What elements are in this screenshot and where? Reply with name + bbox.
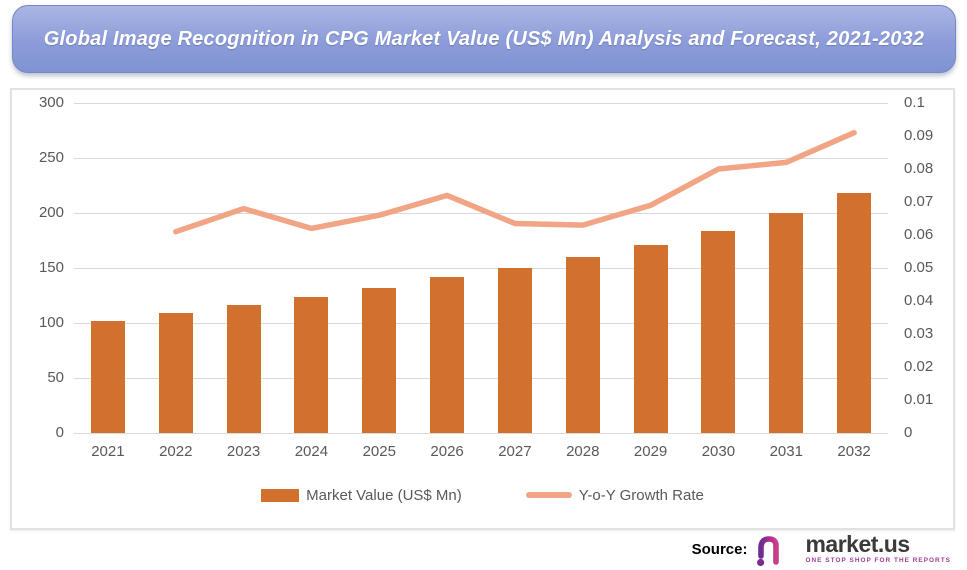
gridline xyxy=(74,103,888,104)
right-axis-tick: 0.01 xyxy=(904,391,934,408)
left-axis-tick: 300 xyxy=(38,94,64,111)
bar-2026 xyxy=(430,276,465,433)
chart-title: Global Image Recognition in CPG Market V… xyxy=(43,27,925,50)
legend-line-label: Y-o-Y Growth Rate xyxy=(578,486,704,504)
x-axis-label: 2026 xyxy=(430,443,464,460)
x-axis-label: 2032 xyxy=(837,443,871,460)
x-axis-label: 2031 xyxy=(769,443,803,460)
x-axis-label: 2021 xyxy=(91,443,125,460)
gridline xyxy=(74,433,888,434)
left-axis-tick: 150 xyxy=(38,259,64,276)
plot-area xyxy=(74,103,888,434)
gridline xyxy=(74,213,888,214)
left-axis-tick: 100 xyxy=(38,314,64,331)
right-axis-tick: 0.04 xyxy=(904,292,934,309)
gridline xyxy=(74,323,888,324)
chart-card: Market Value (US$ Mn) Y-o-Y Growth Rate … xyxy=(10,88,955,530)
source-row: Source: market.us ONE STOP SHOP FOR THE … xyxy=(692,529,951,569)
right-axis-tick: 0.03 xyxy=(904,325,934,342)
growth-line xyxy=(173,129,857,235)
x-axis-label: 2029 xyxy=(633,443,668,460)
left-axis-tick: 50 xyxy=(47,369,64,386)
legend-line-swatch xyxy=(525,492,572,498)
chart-title-banner: Global Image Recognition in CPG Market V… xyxy=(12,5,956,73)
gridline xyxy=(74,268,888,269)
brand-name: market.us xyxy=(805,531,910,558)
legend-item-market-value: Market Value (US$ Mn) xyxy=(261,487,462,504)
source-label: Source: xyxy=(691,540,748,558)
brand-block: market.us ONE STOP SHOP FOR THE REPORTS xyxy=(805,533,951,564)
growth-line-svg xyxy=(173,129,857,235)
x-axis-label: 2028 xyxy=(566,443,600,460)
right-axis-tick: 0.07 xyxy=(904,193,934,210)
left-axis-tick: 200 xyxy=(38,204,64,221)
bar-2024 xyxy=(294,296,329,433)
x-axis-label: 2022 xyxy=(159,443,193,460)
right-axis-tick: 0 xyxy=(904,424,913,441)
bar-2030 xyxy=(701,230,736,433)
legend-bar-swatch xyxy=(261,488,300,502)
right-axis-tick: 0.06 xyxy=(904,226,934,243)
right-axis-tick: 0.02 xyxy=(904,358,934,375)
x-axis-label: 2023 xyxy=(226,443,261,460)
bar-2021 xyxy=(90,320,125,433)
market-us-logo-icon xyxy=(757,531,796,567)
x-axis-label: 2024 xyxy=(294,443,329,460)
bar-2028 xyxy=(565,257,600,433)
legend: Market Value (US$ Mn) Y-o-Y Growth Rate xyxy=(12,484,953,506)
right-axis-tick: 0.09 xyxy=(904,127,934,144)
x-axis-label: 2027 xyxy=(498,443,532,460)
gridline xyxy=(74,158,888,159)
left-axis-tick: 250 xyxy=(38,149,64,166)
bar-2027 xyxy=(497,268,532,433)
gridline xyxy=(74,378,888,379)
bar-2025 xyxy=(362,287,397,433)
brand-tagline: ONE STOP SHOP FOR THE REPORTS xyxy=(805,557,951,565)
legend-bar-label: Market Value (US$ Mn) xyxy=(306,486,462,504)
right-axis-tick: 0.1 xyxy=(904,94,925,111)
legend-item-growth-rate: Y-o-Y Growth Rate xyxy=(525,486,704,504)
x-axis-label: 2030 xyxy=(701,443,736,460)
bar-2031 xyxy=(769,213,804,433)
right-axis-tick: 0.05 xyxy=(904,259,934,276)
x-axis-label: 2025 xyxy=(362,443,396,460)
bar-2022 xyxy=(158,313,193,433)
right-axis-tick: 0.08 xyxy=(904,160,934,177)
bar-2029 xyxy=(633,244,668,433)
bar-2032 xyxy=(837,193,872,433)
bar-2023 xyxy=(226,305,261,433)
left-axis-tick: 0 xyxy=(55,424,64,441)
